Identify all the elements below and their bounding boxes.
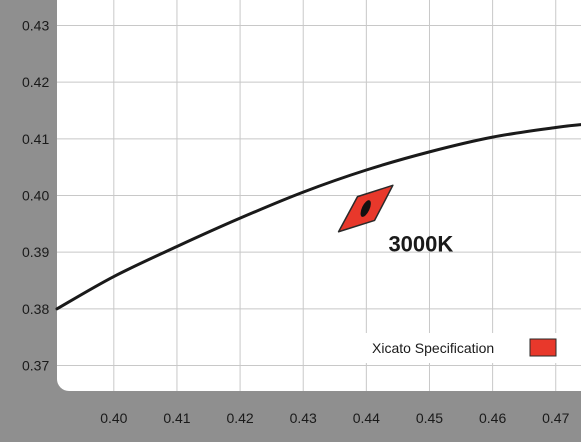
y-tick-label: 0.41 <box>22 131 49 147</box>
x-tick-label: 0.42 <box>226 410 253 426</box>
legend-label: Xicato Specification <box>372 340 494 356</box>
cct-annotation: 3000K <box>388 232 453 257</box>
x-tick-label: 0.45 <box>416 410 443 426</box>
y-tick-label: 0.40 <box>22 188 49 204</box>
y-tick-label: 0.43 <box>22 18 49 34</box>
x-tick-label: 0.43 <box>290 410 317 426</box>
blackbody-curve <box>55 123 581 311</box>
y-tick-label: 0.42 <box>22 74 49 90</box>
x-tick-label: 0.47 <box>542 410 569 426</box>
x-tick-label: 0.46 <box>479 410 506 426</box>
macadam-ellipse <box>360 200 371 217</box>
x-tick-label: 0.41 <box>163 410 190 426</box>
legend-swatch <box>529 338 557 357</box>
y-tick-label: 0.39 <box>22 244 49 260</box>
y-tick-label: 0.37 <box>22 358 49 374</box>
x-tick-label: 0.44 <box>353 410 380 426</box>
x-tick-label: 0.40 <box>100 410 127 426</box>
y-tick-label: 0.38 <box>22 301 49 317</box>
